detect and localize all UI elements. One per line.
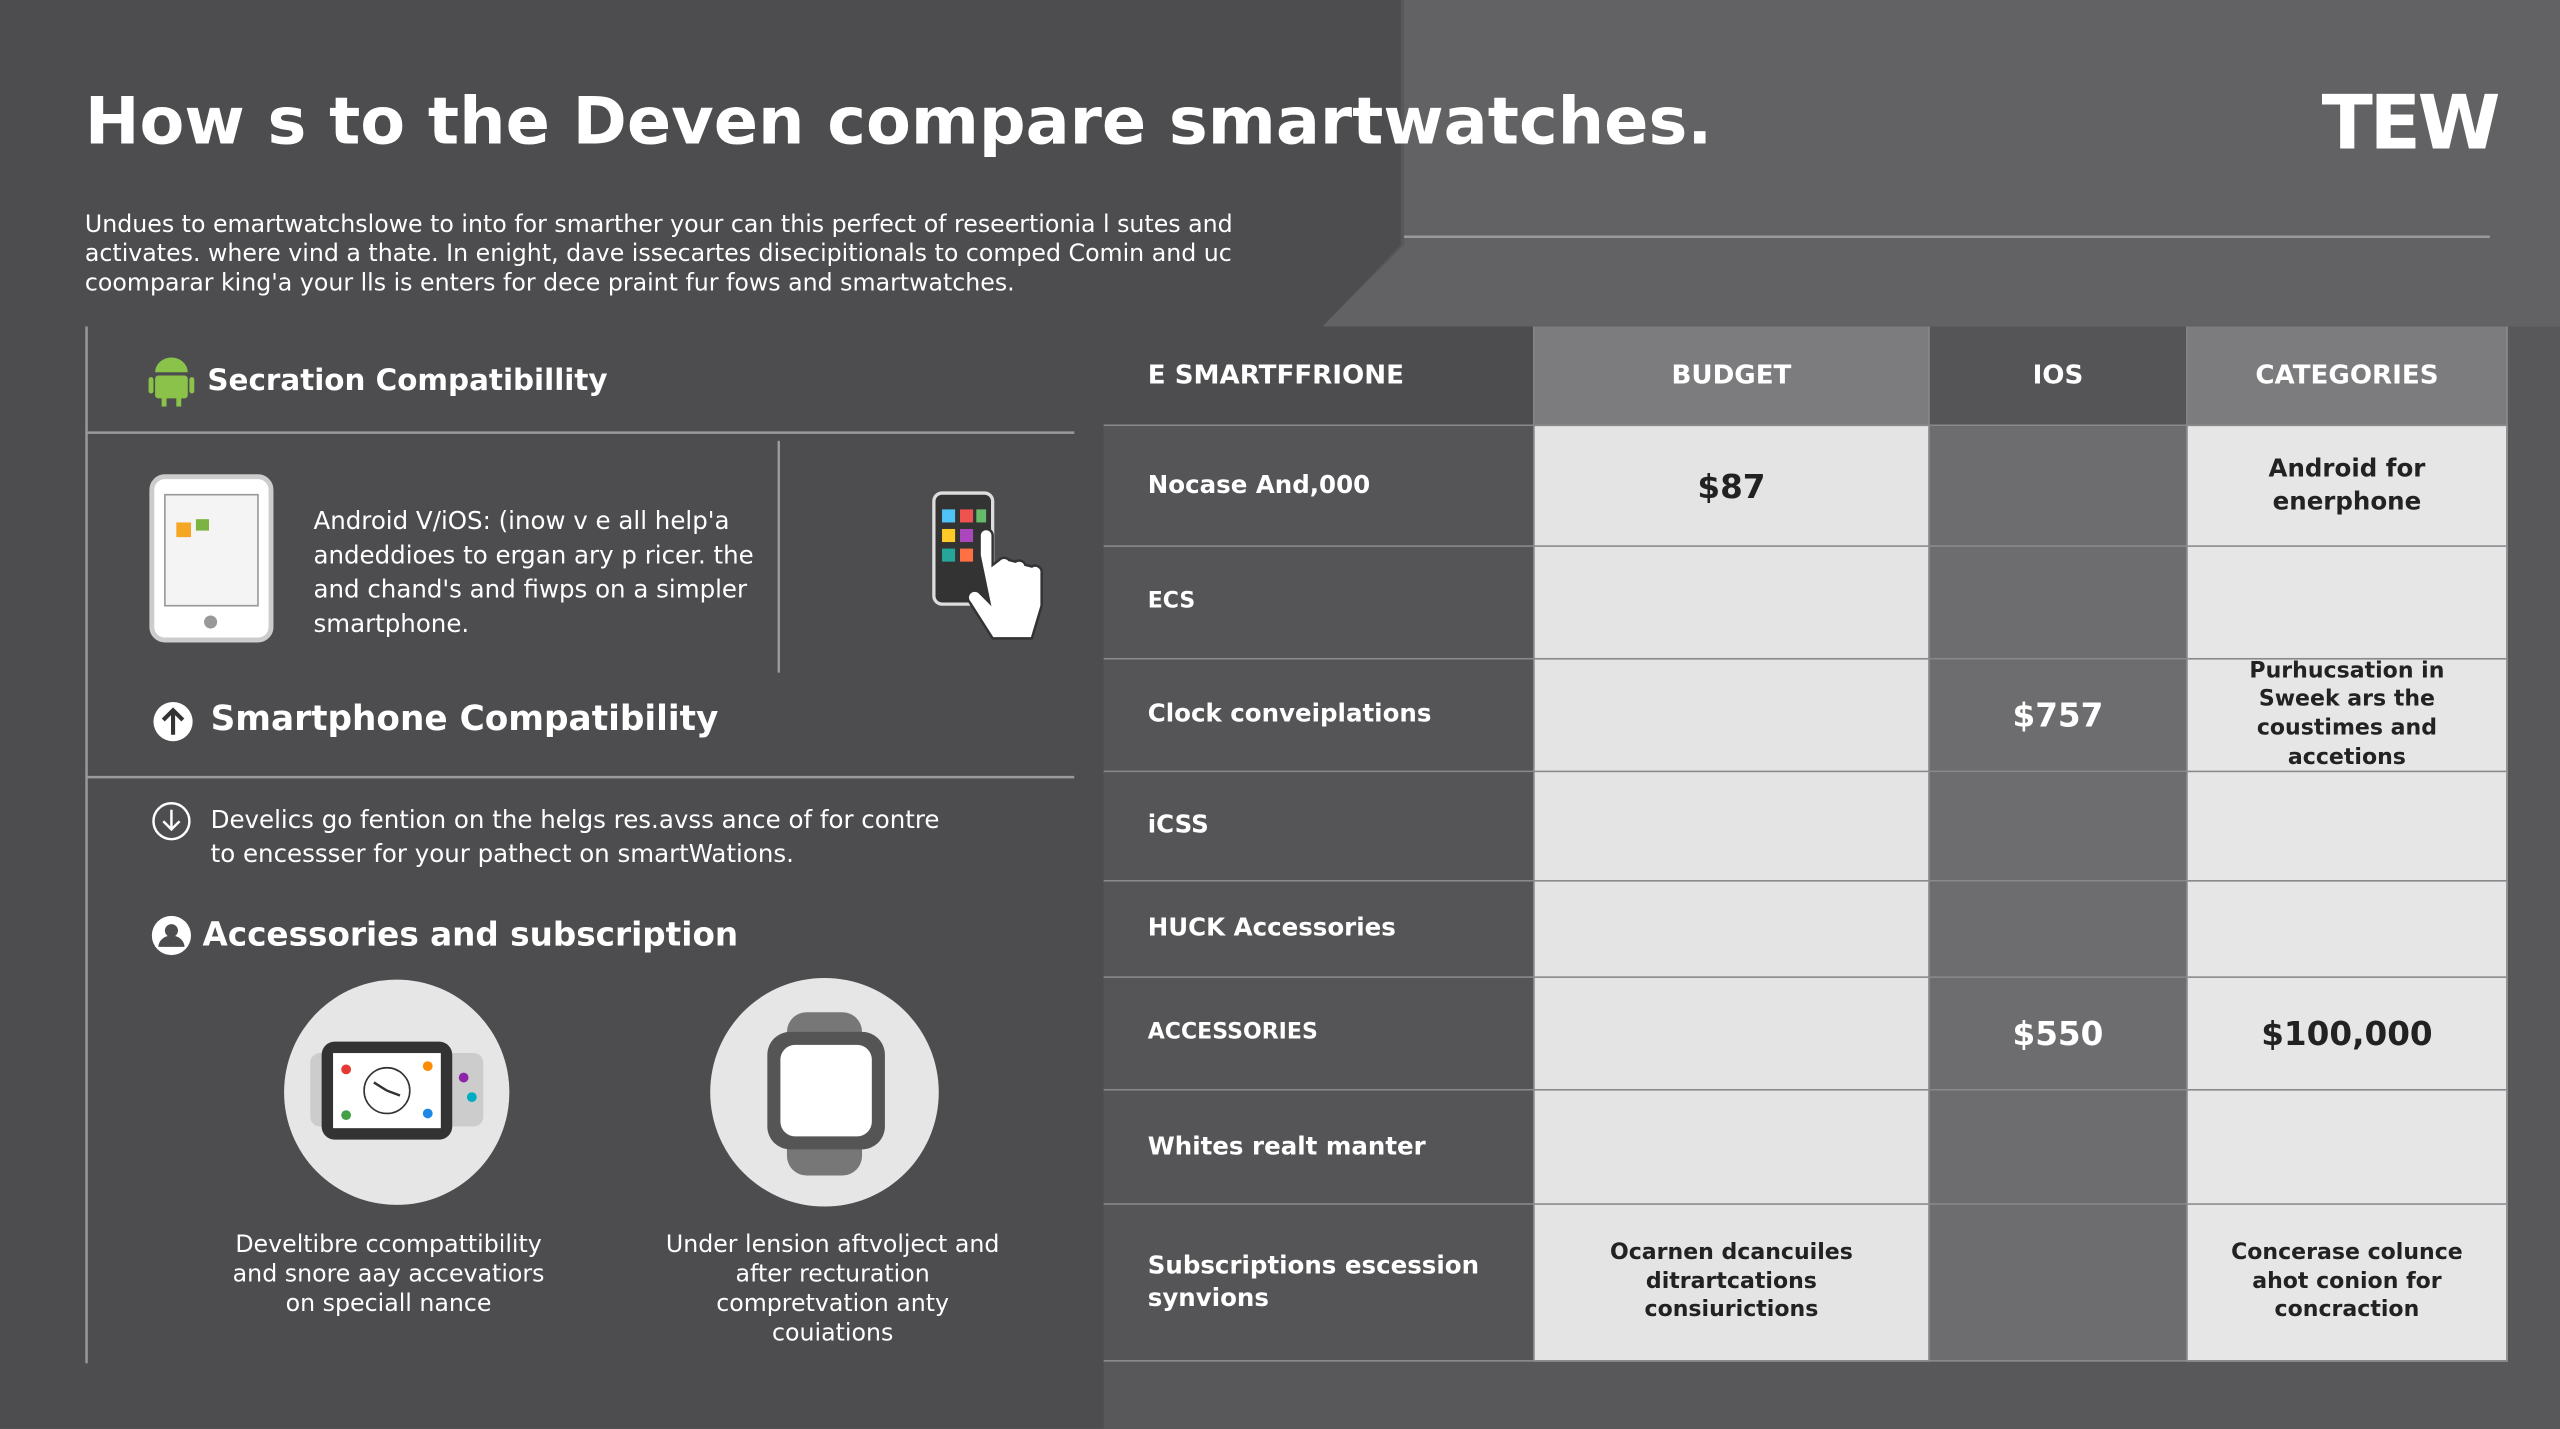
table-cell bbox=[1534, 881, 1930, 978]
table-cell: Ocarnen dcancuiles ditrartcations consiu… bbox=[1534, 1204, 1930, 1362]
table-cell: iCSS bbox=[1103, 772, 1535, 882]
header-cell: E SMARTFFRIONE bbox=[1103, 326, 1535, 427]
table-cell: $757 bbox=[1929, 659, 2188, 773]
caption: Develtibre ccompattibility and snore aay… bbox=[232, 1232, 545, 1318]
table-cell: Whites realt manter bbox=[1103, 1090, 1535, 1205]
table-cell: $87 bbox=[1534, 426, 1930, 547]
table-cell bbox=[1929, 881, 2188, 978]
section-heading: Smartphone Compatibility bbox=[210, 698, 719, 738]
table-cell bbox=[2187, 772, 2508, 882]
header-cell: BUDGET bbox=[1534, 326, 1930, 427]
table-cell bbox=[2187, 881, 2508, 978]
section-text: Develics go fention on the helgs res.avs… bbox=[210, 804, 940, 869]
table-cell bbox=[1929, 772, 2188, 882]
table-cell: Android for enerphone bbox=[2187, 426, 2508, 547]
table-cell: ECS bbox=[1103, 546, 1535, 660]
intro: Undues to emartwatchslowe to into for sm… bbox=[84, 212, 1233, 298]
table-cell: ACCESSORIES bbox=[1103, 977, 1535, 1091]
table-cell: $100,000 bbox=[2187, 977, 2508, 1091]
table-cell: $550 bbox=[1929, 977, 2188, 1091]
logo: TEW bbox=[2321, 78, 2501, 167]
table-cell bbox=[2187, 546, 2508, 660]
table-cell bbox=[1929, 1090, 2188, 1205]
section-text: Android V/iOS: (inow v e all help'a ande… bbox=[313, 506, 754, 639]
table-cell bbox=[1534, 772, 1930, 882]
table-cell bbox=[1534, 977, 1930, 1091]
table-cell bbox=[1929, 1204, 2188, 1362]
table-cell: HUCK Accessories bbox=[1103, 881, 1535, 978]
table-cell bbox=[1929, 546, 2188, 660]
table-cell bbox=[2187, 1090, 2508, 1205]
section-heading: Secration Compatibillity bbox=[207, 364, 608, 399]
section-heading: Accessories and subscription bbox=[202, 914, 739, 954]
table-cell bbox=[1534, 1090, 1930, 1205]
table-cell bbox=[1534, 659, 1930, 773]
header-cell: IOS bbox=[1929, 326, 2188, 427]
caption: Under lension aftvolject and after rectu… bbox=[665, 1232, 1000, 1347]
table-cell: Concerase colunce ahot conion for concra… bbox=[2187, 1204, 2508, 1362]
table-cell bbox=[1534, 546, 1930, 660]
table-cell: Purhucsation in Sweek ars the coustimes … bbox=[2187, 658, 2508, 773]
title: How s to the Deven compare smartwatches. bbox=[84, 84, 1713, 160]
table-cell: Subscriptions escession synvions bbox=[1103, 1204, 1535, 1362]
table-cell: Clock conveiplations bbox=[1103, 659, 1535, 773]
table-cell bbox=[1929, 426, 2188, 547]
header-cell: CATEGORIES bbox=[2187, 326, 2508, 427]
table-cell: Nocase And,000 bbox=[1103, 426, 1535, 547]
